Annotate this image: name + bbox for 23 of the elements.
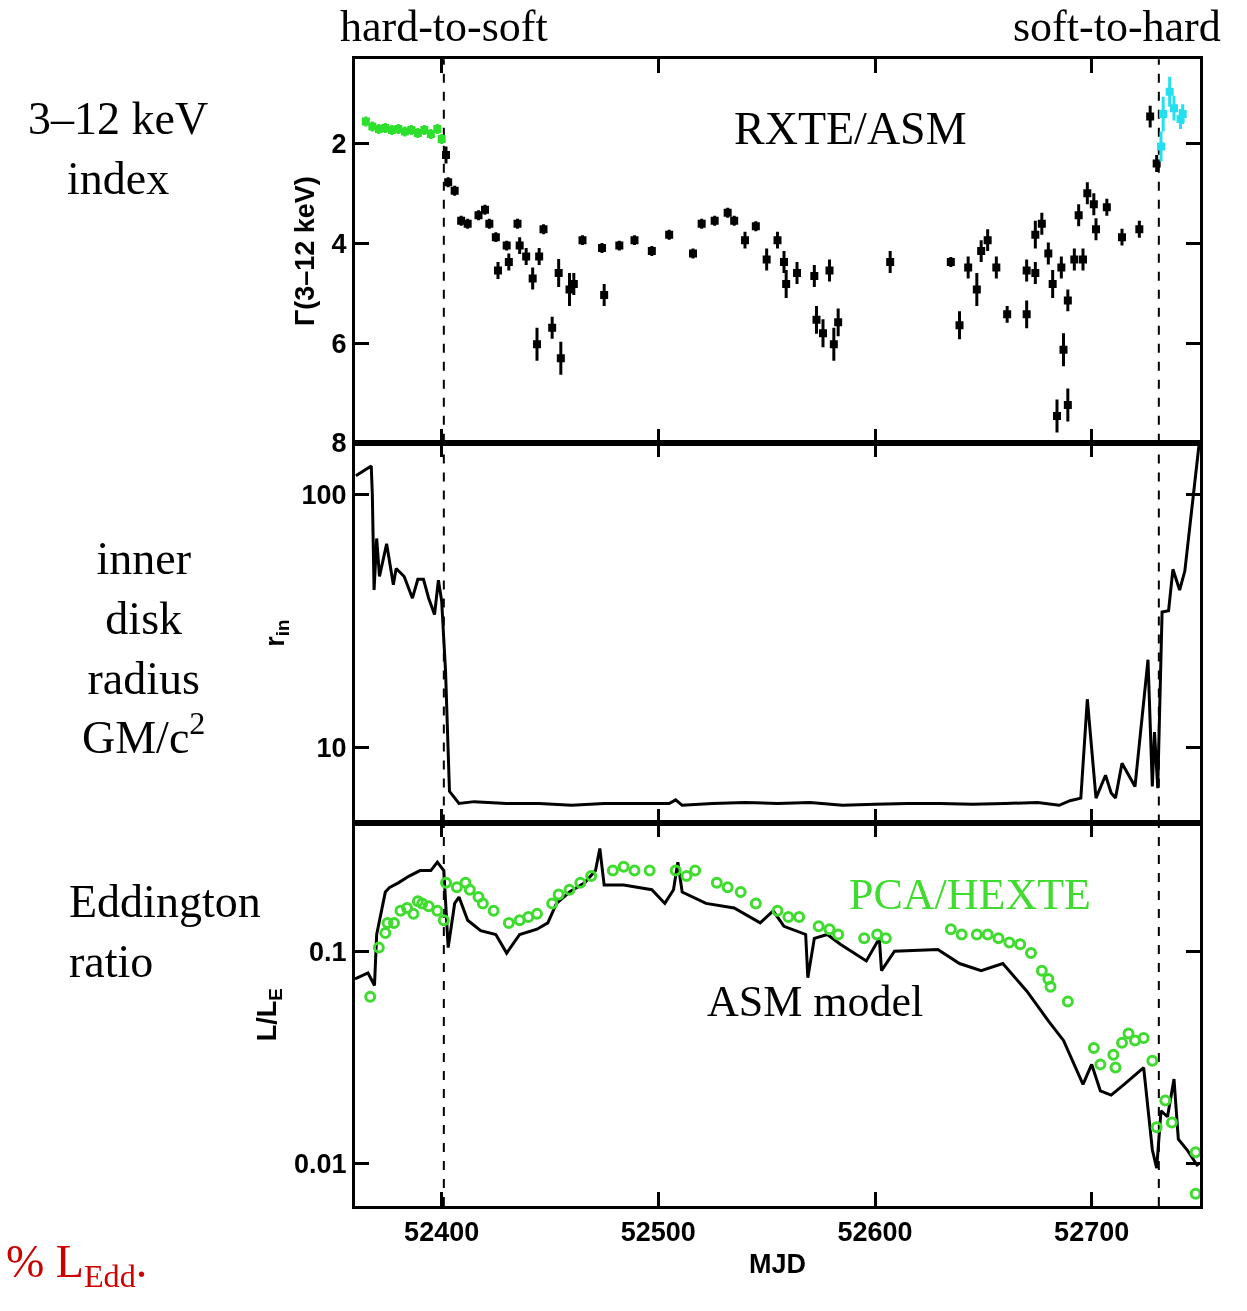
text: Eddington ratio — [69, 876, 261, 987]
y-tick-label: 10 — [316, 732, 347, 763]
x-tick-label: 52400 — [404, 1217, 480, 1248]
y-tick-label: 0.1 — [309, 936, 347, 967]
x-axis-title: MJD — [748, 1248, 807, 1279]
series-label: PCA/HEXTE — [849, 870, 1091, 919]
ref-line-label: hard-to-soft — [340, 2, 548, 51]
text: % L$_{Edd}$. — [6, 1236, 148, 1294]
y-tick-label: 8 — [331, 428, 347, 459]
annotation: RXTE/ASM — [734, 103, 967, 154]
y-tick-label: 100 — [301, 479, 347, 510]
x-tick-label: 52700 — [1054, 1217, 1130, 1248]
y-tick-label: 6 — [331, 328, 347, 359]
text: inner disk radius GM/c$^{2}$ — [82, 533, 206, 764]
y-tick-label: 0.01 — [294, 1148, 347, 1179]
x-tick-label: 52600 — [837, 1217, 913, 1248]
x-tick-label: 52500 — [620, 1217, 696, 1248]
y-tick-label: 4 — [331, 229, 347, 260]
text: 3–12 keV index — [28, 93, 209, 204]
series-label: ASM model — [707, 977, 924, 1026]
y-tick-label: 2 — [331, 129, 347, 160]
ref-line-label: soft-to-hard — [1013, 2, 1221, 51]
y-axis-title: Γ(3–12 keV) — [289, 176, 320, 327]
